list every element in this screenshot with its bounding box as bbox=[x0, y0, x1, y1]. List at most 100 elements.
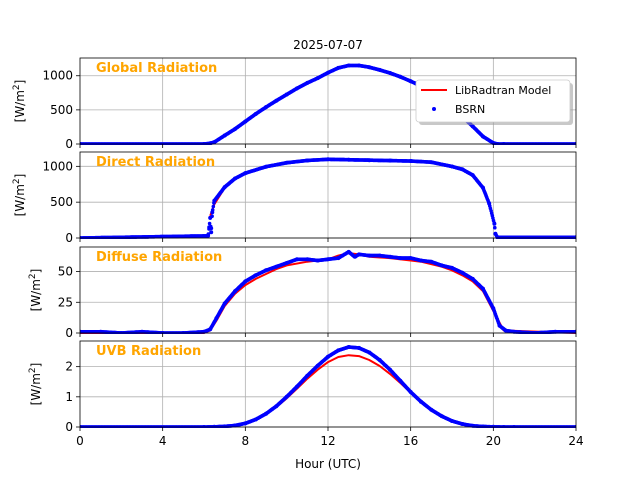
measured-point bbox=[326, 354, 330, 359]
measured-point bbox=[305, 80, 310, 85]
measured-point bbox=[367, 158, 372, 163]
legend-model-label: LibRadtran Model bbox=[455, 84, 551, 97]
x-tick-label: 0 bbox=[76, 434, 84, 448]
measured-point bbox=[377, 253, 382, 258]
measured-point bbox=[212, 198, 217, 203]
measured-point bbox=[470, 173, 475, 178]
measured-point bbox=[305, 373, 310, 378]
measured-point bbox=[377, 358, 382, 362]
measured-point bbox=[503, 328, 508, 333]
x-axis-label: Hour (UTC) bbox=[295, 457, 361, 471]
measured-point bbox=[450, 419, 454, 423]
legend-box bbox=[415, 79, 571, 123]
measured-point bbox=[243, 119, 248, 124]
measured-point bbox=[233, 423, 237, 428]
measured-point bbox=[450, 265, 454, 270]
measured-point bbox=[208, 327, 213, 332]
measured-point bbox=[207, 221, 212, 226]
measured-point bbox=[264, 268, 268, 273]
measured-point bbox=[284, 394, 289, 399]
measured-point bbox=[470, 124, 475, 129]
y-axis-label-main: [W/m bbox=[13, 90, 27, 122]
measured-point bbox=[210, 210, 215, 215]
measured-point bbox=[207, 225, 212, 230]
measured-point bbox=[274, 264, 279, 269]
y-axis-label-main: [W/m bbox=[29, 373, 43, 405]
measured-point bbox=[439, 263, 444, 268]
measured-point bbox=[357, 63, 361, 68]
measured-point bbox=[305, 257, 310, 262]
measured-point bbox=[346, 249, 351, 254]
measured-point bbox=[264, 164, 268, 169]
y-tick-label: 1000 bbox=[42, 69, 73, 83]
measured-point bbox=[336, 348, 341, 353]
measured-point bbox=[284, 261, 289, 265]
panel-title: UVB Radiation bbox=[96, 344, 201, 359]
y-axis-label: [W/m2] bbox=[28, 269, 43, 312]
measured-point bbox=[398, 74, 403, 79]
x-tick-label: 24 bbox=[568, 434, 583, 448]
x-tick-label: 20 bbox=[486, 434, 501, 448]
measured-point bbox=[284, 92, 289, 97]
measured-point bbox=[367, 350, 372, 355]
measured-point bbox=[408, 79, 413, 84]
legend-bsrn-swatch bbox=[432, 107, 436, 111]
measured-point bbox=[398, 256, 403, 261]
measured-point bbox=[336, 65, 341, 70]
measured-point bbox=[346, 63, 351, 68]
measured-point bbox=[450, 164, 454, 169]
measured-point bbox=[253, 417, 258, 422]
measured-point bbox=[429, 259, 434, 264]
y-axis-label-sup: 2 bbox=[12, 178, 22, 184]
measured-point bbox=[419, 399, 423, 404]
y-tick-label: 25 bbox=[58, 295, 73, 309]
measured-point bbox=[388, 367, 392, 372]
y-tick-label: 2 bbox=[65, 360, 73, 374]
measured-point bbox=[233, 176, 237, 181]
measured-point bbox=[326, 157, 330, 162]
measured-point bbox=[243, 279, 248, 284]
y-tick-label: 500 bbox=[50, 195, 73, 209]
y-tick-label: 50 bbox=[58, 265, 73, 279]
measured-point bbox=[481, 424, 485, 428]
measured-point bbox=[429, 160, 434, 165]
measured-point bbox=[388, 254, 392, 259]
measured-point bbox=[295, 384, 299, 389]
panel-2: 0 500 1000 [W/m2] Direct Radiation bbox=[12, 151, 577, 245]
measured-point bbox=[493, 225, 497, 230]
measured-point bbox=[208, 141, 213, 145]
measured-point bbox=[211, 204, 216, 209]
measured-point bbox=[377, 67, 382, 72]
y-tick-label: 0 bbox=[65, 326, 73, 340]
measured-point bbox=[492, 221, 497, 226]
y-axis-label: [W/m2] bbox=[12, 80, 27, 123]
panel-title: Global Radiation bbox=[96, 61, 217, 76]
measured-point bbox=[264, 411, 268, 416]
x-tick-label: 16 bbox=[403, 434, 418, 448]
measured-point bbox=[208, 215, 213, 220]
y-axis-label-end: ] bbox=[13, 80, 27, 85]
measured-point bbox=[460, 422, 465, 426]
measured-point bbox=[295, 257, 299, 262]
y-axis-label-end: ] bbox=[13, 174, 27, 179]
measured-point bbox=[429, 407, 434, 412]
y-axis-label: [W/m2] bbox=[28, 363, 43, 406]
measured-point bbox=[487, 201, 492, 206]
measured-point bbox=[326, 70, 330, 75]
measured-point bbox=[222, 133, 227, 138]
measured-point bbox=[315, 258, 320, 263]
measured-point bbox=[284, 160, 289, 165]
measured-point bbox=[243, 421, 248, 426]
measured-point bbox=[336, 256, 341, 261]
panel-1: 0 500 1000 [W/m2] Global Radiation bbox=[12, 57, 577, 151]
y-tick-label: 1000 bbox=[42, 159, 73, 173]
y-axis-label-end: ] bbox=[29, 269, 43, 274]
measured-point bbox=[253, 273, 258, 278]
measured-point bbox=[222, 301, 227, 306]
measured-point bbox=[222, 185, 227, 190]
measured-point bbox=[491, 306, 496, 311]
measured-point bbox=[315, 363, 320, 368]
y-axis-label-sup: 2 bbox=[12, 84, 22, 90]
